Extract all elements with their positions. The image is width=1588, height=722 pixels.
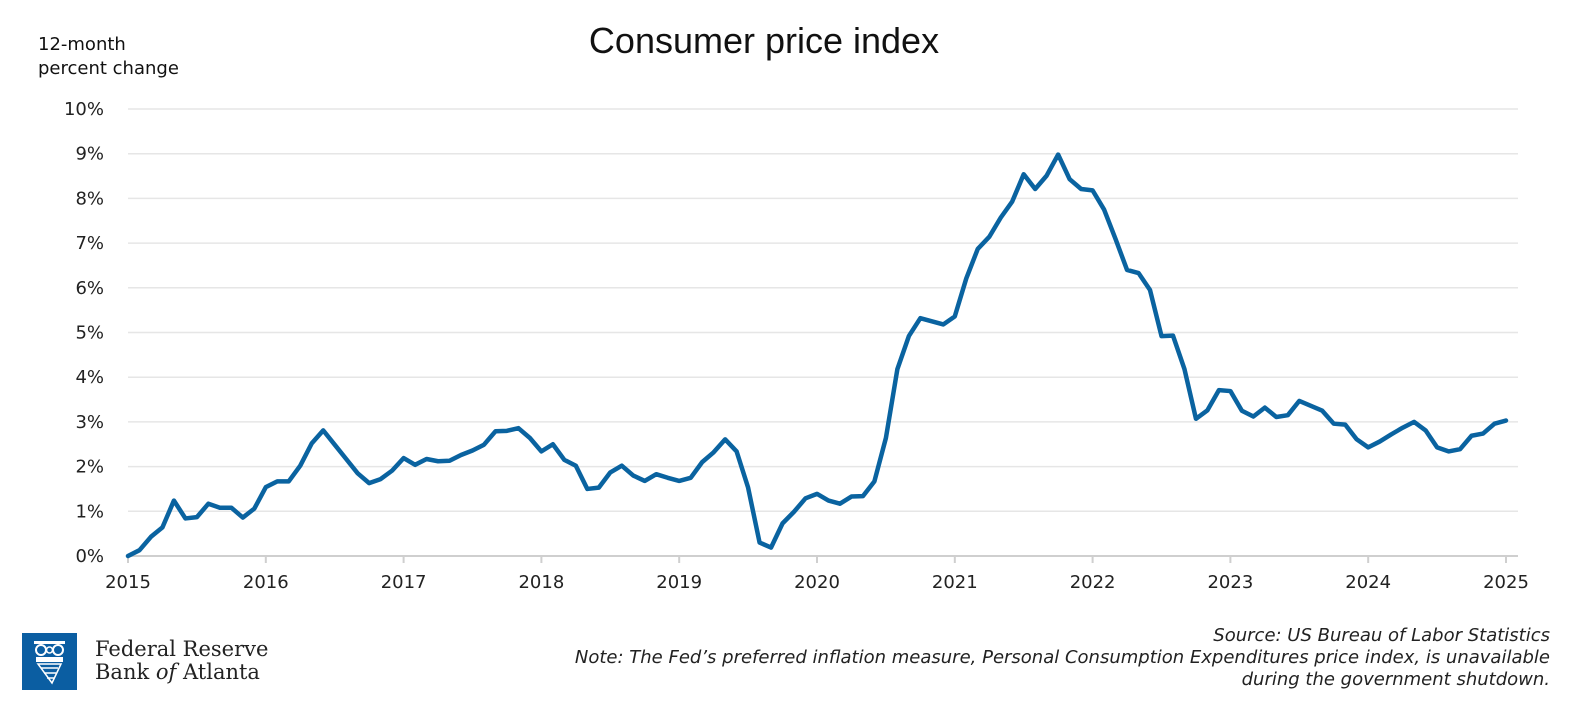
y-tick-label: 9% — [75, 144, 104, 165]
y-tick-label: 0% — [75, 546, 104, 567]
bank-name-line1: Federal Reserve — [95, 637, 269, 661]
bank-name-line2: Bank of Atlanta — [95, 661, 268, 684]
bank-word: Bank — [95, 660, 156, 684]
y-tick-label: 8% — [75, 188, 104, 209]
x-tick-label: 2023 — [1207, 572, 1253, 593]
frb-atlanta-logo-icon — [22, 633, 77, 690]
cpi-series-line — [125, 152, 1509, 559]
y-tick-label: 5% — [75, 323, 104, 344]
x-tick-label: 2015 — [105, 572, 151, 593]
x-tick-label: 2018 — [518, 572, 564, 593]
x-tick-label: 2022 — [1070, 572, 1116, 593]
y-tick-label: 2% — [75, 457, 104, 478]
note-text-line1: Note: The Fed’s preferred inflation meas… — [574, 647, 1550, 668]
y-axis-label: 12-month percent change — [38, 33, 188, 81]
x-tick-label: 2019 — [656, 572, 702, 593]
x-tick-label: 2017 — [381, 572, 427, 593]
x-tick-label: 2016 — [243, 572, 289, 593]
footer-notes: Source: US Bureau of Labor Statistics No… — [575, 625, 1550, 691]
source-text: Source: US Bureau of Labor Statistics — [1213, 625, 1550, 646]
of-word: of — [155, 660, 177, 684]
y-tick-label: 4% — [75, 367, 104, 388]
chart-title: Consumer price index — [588, 20, 940, 61]
y-tick-label: 10% — [64, 99, 104, 120]
y-tick-label: 3% — [75, 412, 104, 433]
bank-name: Federal Reserve Bank of Atlanta — [95, 638, 268, 684]
x-tick-label: 2024 — [1345, 572, 1391, 593]
y-tick-label: 1% — [75, 501, 104, 522]
y-tick-label: 7% — [75, 233, 104, 254]
x-tick-label: 2025 — [1483, 572, 1529, 593]
atlanta-word: Atlanta — [176, 660, 260, 684]
y-tick-label: 6% — [75, 278, 104, 299]
y-axis-label-text: 12-month percent change — [38, 34, 179, 79]
x-tick-label: 2020 — [794, 572, 840, 593]
x-tick-label: 2021 — [932, 572, 978, 593]
note-text-line2: during the government shutdown. — [1241, 669, 1550, 690]
